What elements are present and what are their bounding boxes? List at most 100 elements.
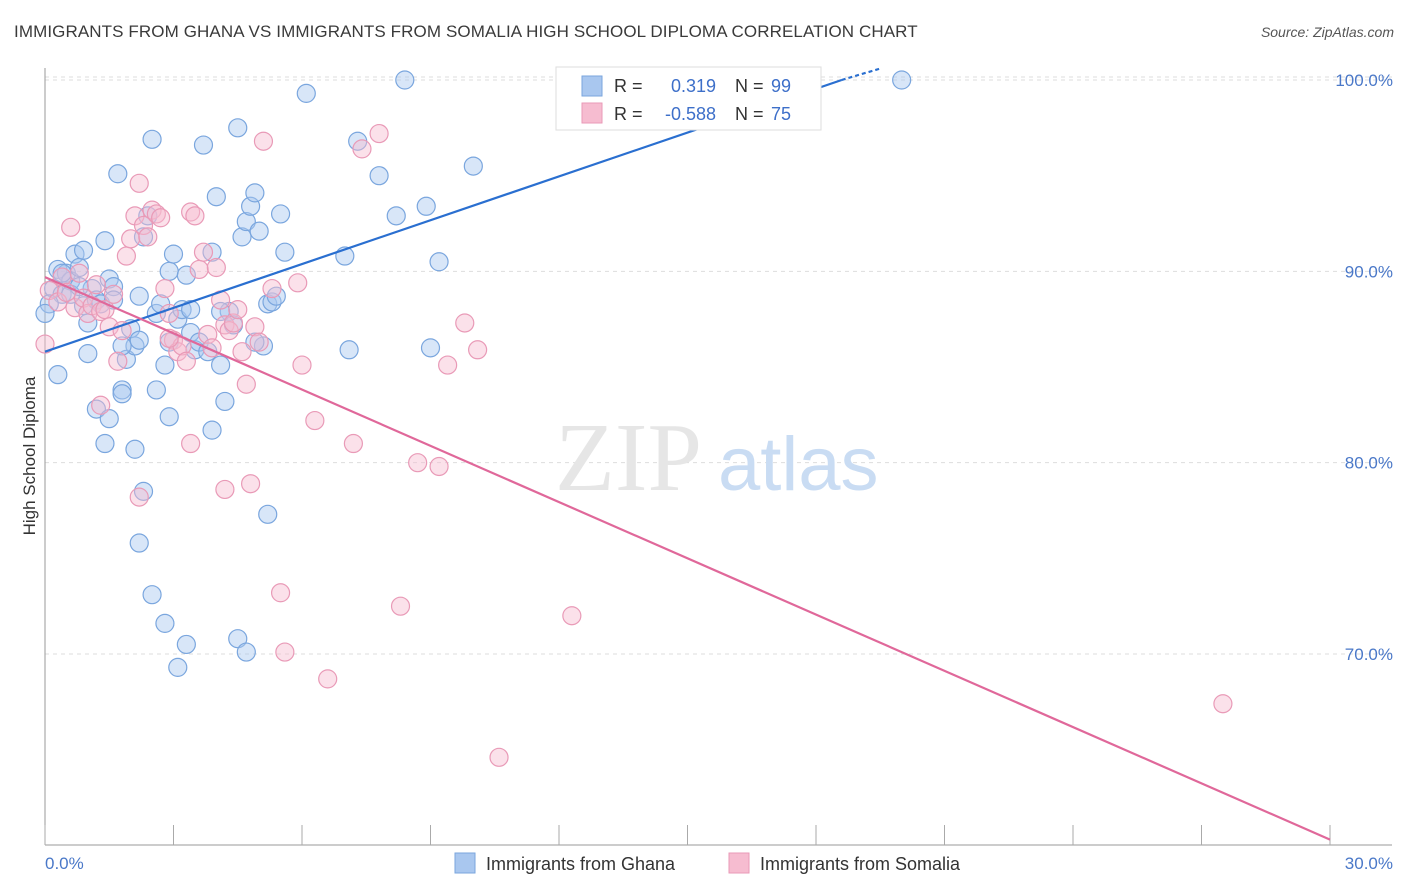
somalia-point	[215, 479, 235, 500]
x-tick-labels: 0.0% 30.0%	[45, 854, 1393, 873]
ghana-n-label: N =	[735, 76, 764, 96]
somalia-point	[103, 284, 124, 304]
ghana-point	[99, 409, 119, 429]
ghana-point	[463, 156, 483, 176]
ghana-point	[142, 585, 162, 605]
ghana-point	[249, 221, 269, 241]
ghana-point	[420, 338, 441, 358]
somalia-point	[292, 355, 312, 375]
chart-title: IMMIGRANTS FROM GHANA VS IMMIGRANTS FROM…	[14, 22, 918, 41]
ghana-point	[181, 300, 201, 320]
somalia-point	[249, 332, 269, 352]
ghana-r-value: 0.319	[671, 76, 716, 96]
ghana-point	[339, 340, 359, 360]
ghana-point	[95, 231, 115, 251]
y-tick-label-100: 100.0%	[1335, 71, 1393, 90]
ghana-point	[416, 196, 436, 216]
somalia-point	[390, 596, 411, 616]
ghana-point	[232, 227, 252, 247]
somalia-point	[185, 206, 205, 226]
watermark-zip: ZIP	[555, 404, 702, 512]
somalia-point	[228, 300, 248, 320]
somalia-swatch	[581, 102, 603, 124]
somalia-point	[189, 259, 209, 280]
somalia-point	[206, 257, 226, 278]
somalia-point	[176, 351, 196, 371]
y-tick-label-70: 70.0%	[1345, 645, 1393, 664]
somalia-point	[241, 474, 261, 494]
somalia-legend-label: Immigrants from Somalia	[760, 854, 961, 874]
ghana-point	[125, 439, 145, 459]
somalia-point	[305, 410, 325, 431]
ghana-point	[270, 204, 291, 224]
x-tick-label-min: 0.0%	[45, 854, 84, 873]
somalia-point	[138, 227, 158, 247]
ghana-trend-extension	[841, 67, 881, 82]
somalia-legend-swatch	[728, 852, 750, 874]
ghana-legend-label: Immigrants from Ghana	[486, 854, 676, 874]
somalia-point	[193, 242, 214, 262]
somalia-point	[275, 642, 295, 662]
watermark-atlas: atlas	[718, 422, 879, 507]
y-tick-label-80: 80.0%	[1345, 454, 1393, 473]
ghana-n-value: 99	[771, 76, 791, 96]
y-axis-label: High School Diploma	[20, 376, 39, 535]
somalia-point	[245, 317, 265, 337]
series-legend: Immigrants from Ghana Immigrants from So…	[454, 852, 961, 874]
somalia-point	[429, 456, 449, 477]
ghana-point	[155, 613, 175, 633]
ghana-point	[159, 407, 179, 427]
ghana-point	[369, 166, 389, 186]
ghana-point	[35, 303, 55, 324]
stats-legend: R = 0.319 N = 99 R = -0.588 N = 75	[555, 66, 822, 131]
ghana-point	[78, 344, 98, 364]
ghana-point	[892, 70, 912, 90]
ghana-point	[103, 277, 124, 297]
ghana-swatch	[581, 75, 603, 97]
somalia-point	[253, 131, 274, 151]
ghana-point	[211, 355, 231, 375]
ghana-point	[129, 533, 149, 553]
ghana-point	[73, 240, 94, 260]
somalia-point	[61, 217, 81, 237]
ghana-points	[35, 70, 912, 677]
ghana-point	[429, 252, 449, 272]
somalia-point	[455, 313, 475, 333]
ghana-point	[176, 634, 196, 655]
ghana-point	[228, 118, 248, 138]
somalia-point	[438, 355, 458, 375]
ghana-point	[112, 384, 132, 404]
ghana-point	[112, 336, 132, 356]
somalia-point	[86, 275, 107, 295]
somalia-point	[236, 374, 256, 394]
axes	[44, 68, 1392, 846]
y-tick-labels: 70.0% 80.0% 90.0% 100.0%	[1335, 71, 1393, 664]
somalia-point	[318, 669, 338, 689]
somalia-point	[155, 278, 175, 299]
ghana-point	[146, 380, 166, 400]
ghana-point	[142, 129, 162, 149]
somalia-trend-line	[44, 276, 1331, 841]
somalia-point	[108, 351, 128, 371]
ghana-point	[193, 135, 214, 155]
ghana-point	[95, 433, 115, 454]
somalia-point	[468, 340, 488, 360]
ghana-point	[129, 330, 149, 350]
y-tick-label-90: 90.0%	[1345, 262, 1393, 281]
somalia-point	[151, 208, 171, 228]
ghana-point	[395, 70, 415, 90]
chart-source: Source: ZipAtlas.com	[1260, 24, 1394, 40]
somalia-point	[232, 342, 252, 362]
ghana-point	[258, 504, 278, 524]
somalia-point	[129, 173, 149, 193]
ghana-point	[159, 261, 179, 281]
somalia-point	[35, 334, 55, 354]
somalia-point	[91, 395, 111, 415]
somalia-point	[270, 583, 291, 603]
ghana-r-label: R =	[614, 76, 643, 96]
somalia-point	[262, 278, 282, 299]
somalia-points	[35, 123, 1233, 767]
somalia-r-label: R =	[614, 104, 643, 124]
somalia-point	[562, 606, 582, 626]
ghana-point	[245, 332, 265, 352]
